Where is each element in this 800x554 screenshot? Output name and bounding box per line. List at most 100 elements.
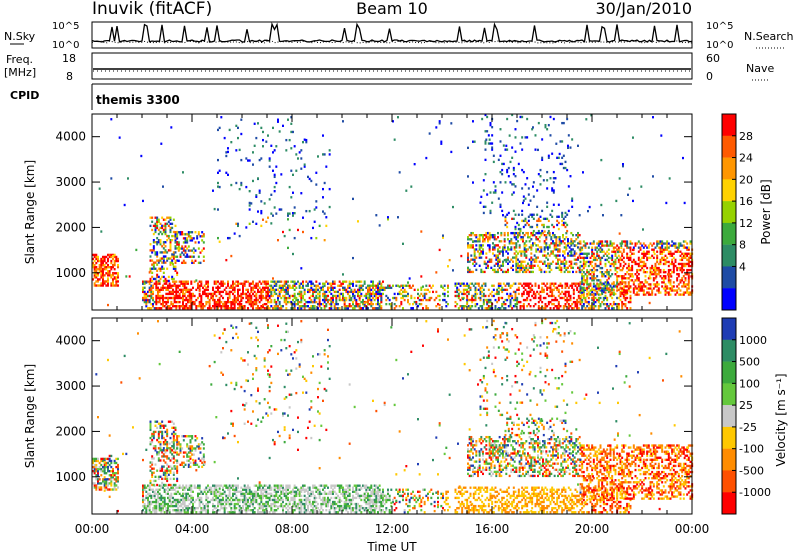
power-cell [413, 163, 416, 166]
power-cell [107, 303, 109, 307]
power-cell [482, 234, 484, 237]
power-cell [599, 246, 602, 249]
power-cell [536, 223, 539, 227]
power-cell [97, 257, 99, 261]
power-cell [308, 290, 311, 294]
power-cell [367, 288, 369, 292]
power-cell [649, 283, 652, 286]
power-cell [333, 302, 336, 306]
power-cell [689, 260, 692, 264]
power-cell [110, 282, 113, 285]
power-cell [250, 302, 253, 306]
power-cell [395, 305, 398, 308]
power-cell [587, 252, 590, 255]
power-cell [310, 305, 313, 308]
power-cell [480, 234, 483, 237]
power-cell [417, 296, 419, 300]
power-cell [542, 231, 544, 235]
power-cell [490, 258, 493, 261]
power-cell [584, 242, 587, 245]
power-cell [156, 263, 159, 266]
power-cell [539, 175, 542, 178]
power-cell [162, 255, 165, 258]
power-cell [491, 284, 494, 287]
power-cell [173, 294, 176, 298]
power-cell [609, 242, 612, 245]
power-cell [280, 290, 283, 294]
power-cell [531, 128, 534, 131]
power-cell [348, 302, 351, 306]
power-cell [503, 234, 506, 237]
power-cell [142, 280, 144, 283]
power-cell [380, 286, 383, 289]
power-cell [687, 277, 690, 280]
power-cell [115, 257, 118, 261]
power-cell [611, 292, 614, 296]
power-cell [115, 255, 118, 259]
power-cell [110, 284, 113, 287]
power-cell [661, 285, 664, 288]
power-cell [516, 300, 519, 304]
power-cell [636, 293, 639, 296]
power-cell [110, 253, 113, 257]
power-cell [510, 242, 513, 245]
power-cell [92, 263, 94, 267]
power-cell [115, 278, 118, 281]
power-cell [611, 291, 614, 294]
power-cell [502, 254, 504, 257]
power-cell [182, 237, 185, 240]
velocity-cell [105, 488, 108, 491]
power-cell [152, 298, 154, 302]
power-cell [372, 292, 374, 296]
power-cell [162, 185, 164, 188]
power-cell [223, 300, 226, 304]
power-cell [627, 256, 630, 260]
power-cell [186, 241, 189, 244]
power-cell [235, 124, 238, 127]
power-cell [525, 254, 528, 257]
power-cell [626, 296, 629, 300]
power-cell [570, 264, 573, 267]
power-cell [571, 197, 574, 200]
velocity-cell [110, 465, 113, 469]
power-cell [235, 298, 238, 302]
power-cell [482, 294, 485, 298]
power-cell [298, 286, 301, 289]
power-cell [368, 284, 371, 287]
power-cell [182, 302, 184, 306]
velocity-cell [103, 472, 106, 475]
power-cell [170, 290, 173, 294]
power-cell [546, 170, 549, 174]
power-cell [162, 298, 164, 302]
power-cell [357, 288, 359, 292]
power-cell [652, 283, 655, 286]
power-cell [570, 260, 573, 263]
power-cell [287, 288, 289, 292]
power-cell [510, 248, 513, 251]
power-cell [95, 274, 98, 277]
power-cell [624, 242, 627, 245]
power-cell [275, 212, 278, 215]
power-cell [262, 305, 264, 309]
power-cell [674, 250, 677, 253]
power-cell [581, 273, 584, 276]
power-cell [581, 279, 584, 282]
power-cell [611, 273, 614, 276]
power-cell [175, 292, 178, 296]
power-cell [352, 307, 354, 310]
power-cell [164, 251, 167, 254]
power-cell [570, 250, 573, 253]
power-cell [667, 273, 669, 276]
power-cell [616, 275, 619, 278]
velocity-cell [207, 484, 209, 487]
power-cell [586, 268, 589, 272]
power-cell [609, 285, 612, 288]
power-cell [157, 232, 160, 236]
power-cell [471, 282, 474, 285]
power-cell [252, 307, 254, 310]
power-cell [586, 256, 589, 260]
power-cell [250, 286, 253, 289]
velocity-cell [143, 486, 146, 489]
power-cell [427, 307, 429, 310]
power-cell [497, 248, 499, 251]
